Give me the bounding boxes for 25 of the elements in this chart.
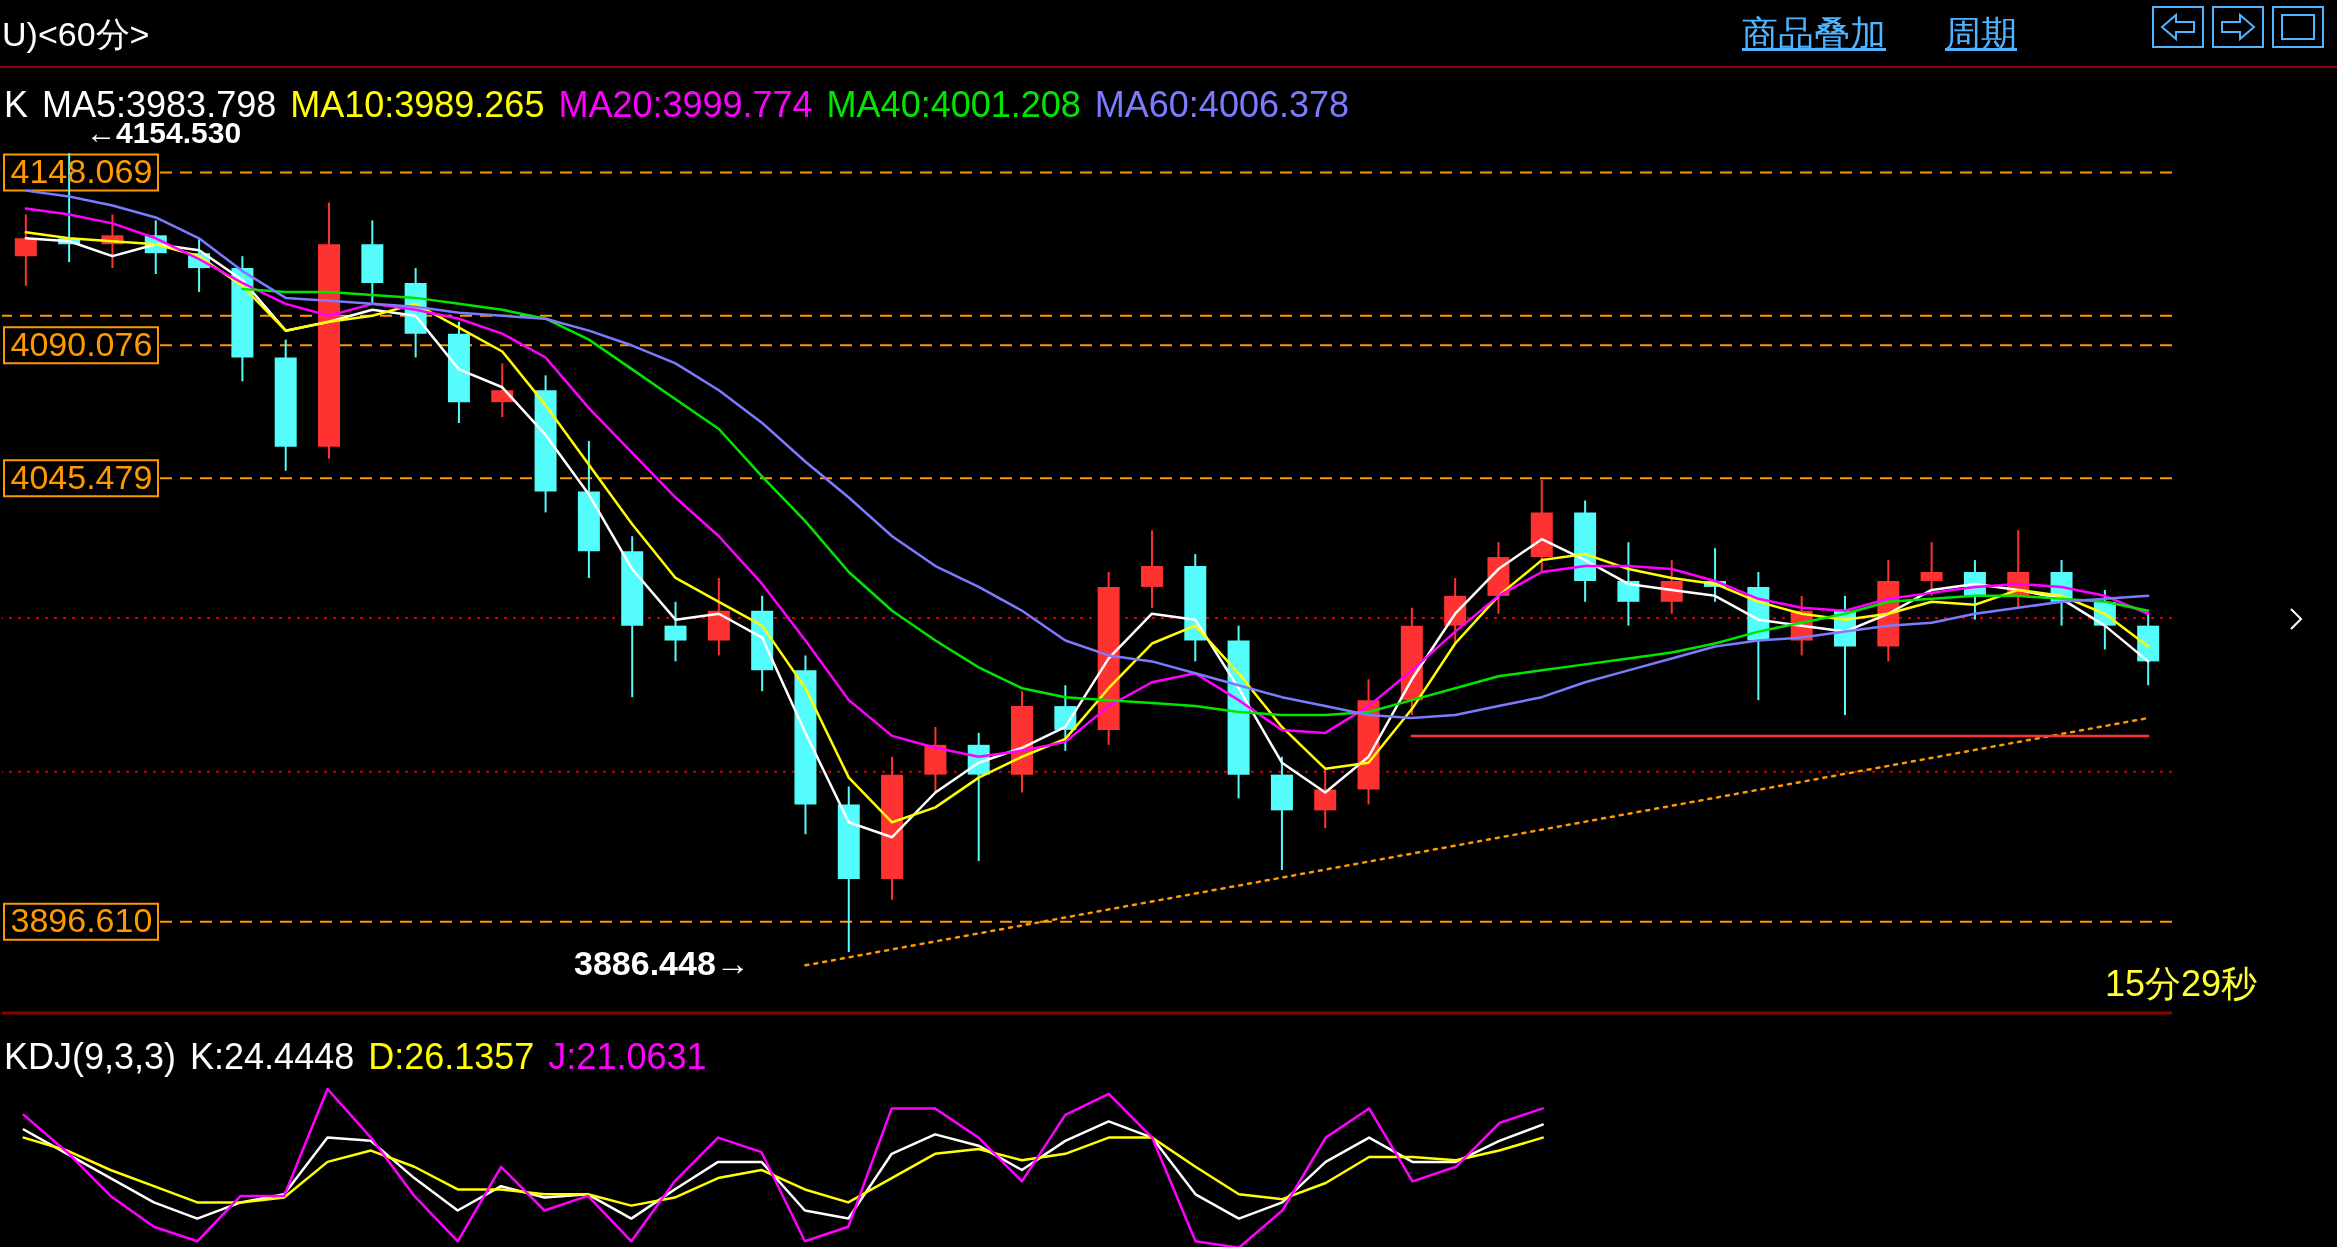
text: D:26.1357 [368, 1036, 535, 1077]
series-label: J:21.0631 [548, 1036, 707, 1077]
chart-title: KDJ(9,3,3) [4, 1036, 177, 1077]
candlestick [1617, 541, 1640, 627]
annotation: 3886.448→ [574, 944, 750, 983]
line-series [241, 287, 2150, 717]
text: MA40:4001.208 [826, 84, 1081, 125]
annotation: 15分29秒 [2105, 962, 2258, 1006]
text: 商品叠加 [1742, 12, 1886, 56]
text: MA60:4006.378 [1094, 84, 1350, 125]
candlestick [1920, 541, 1943, 597]
text: U)<60分> [2, 14, 150, 55]
series-label: K:24.4448 [190, 1036, 355, 1077]
candlestick [1314, 767, 1337, 830]
text: 周期 [1945, 12, 2017, 56]
y-tick-label: 4090.076 [10, 324, 153, 363]
annotation: ←4154.530 [86, 116, 242, 150]
candlestick [14, 213, 37, 287]
y-tick-label: 3896.610 [10, 901, 153, 940]
y-tick-label: 4045.479 [10, 457, 153, 496]
candlestick [1140, 529, 1163, 609]
candlestick [664, 600, 687, 663]
text: MA10:3989.265 [290, 84, 545, 125]
chart-title: K [4, 84, 29, 125]
text: MA20:3999.774 [558, 84, 813, 125]
